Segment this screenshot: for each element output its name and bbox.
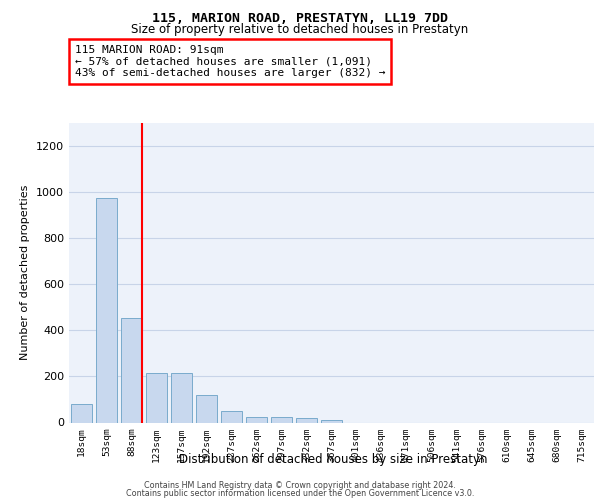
Text: 115, MARION ROAD, PRESTATYN, LL19 7DD: 115, MARION ROAD, PRESTATYN, LL19 7DD xyxy=(152,12,448,26)
Text: 115 MARION ROAD: 91sqm
← 57% of detached houses are smaller (1,091)
43% of semi-: 115 MARION ROAD: 91sqm ← 57% of detached… xyxy=(75,45,386,78)
Bar xyxy=(96,198,117,422)
Bar xyxy=(171,373,192,422)
Text: Size of property relative to detached houses in Prestatyn: Size of property relative to detached ho… xyxy=(131,24,469,36)
Y-axis label: Number of detached properties: Number of detached properties xyxy=(20,185,31,360)
Text: Distribution of detached houses by size in Prestatyn: Distribution of detached houses by size … xyxy=(179,452,487,466)
Text: Contains public sector information licensed under the Open Government Licence v3: Contains public sector information licen… xyxy=(126,489,474,498)
Bar xyxy=(146,373,167,422)
Bar xyxy=(71,404,92,422)
Bar xyxy=(121,318,142,422)
Bar xyxy=(196,395,217,422)
Bar xyxy=(296,418,317,422)
Bar xyxy=(246,416,267,422)
Bar xyxy=(321,420,342,422)
Bar xyxy=(271,418,292,422)
Bar xyxy=(221,412,242,422)
Text: Contains HM Land Registry data © Crown copyright and database right 2024.: Contains HM Land Registry data © Crown c… xyxy=(144,481,456,490)
